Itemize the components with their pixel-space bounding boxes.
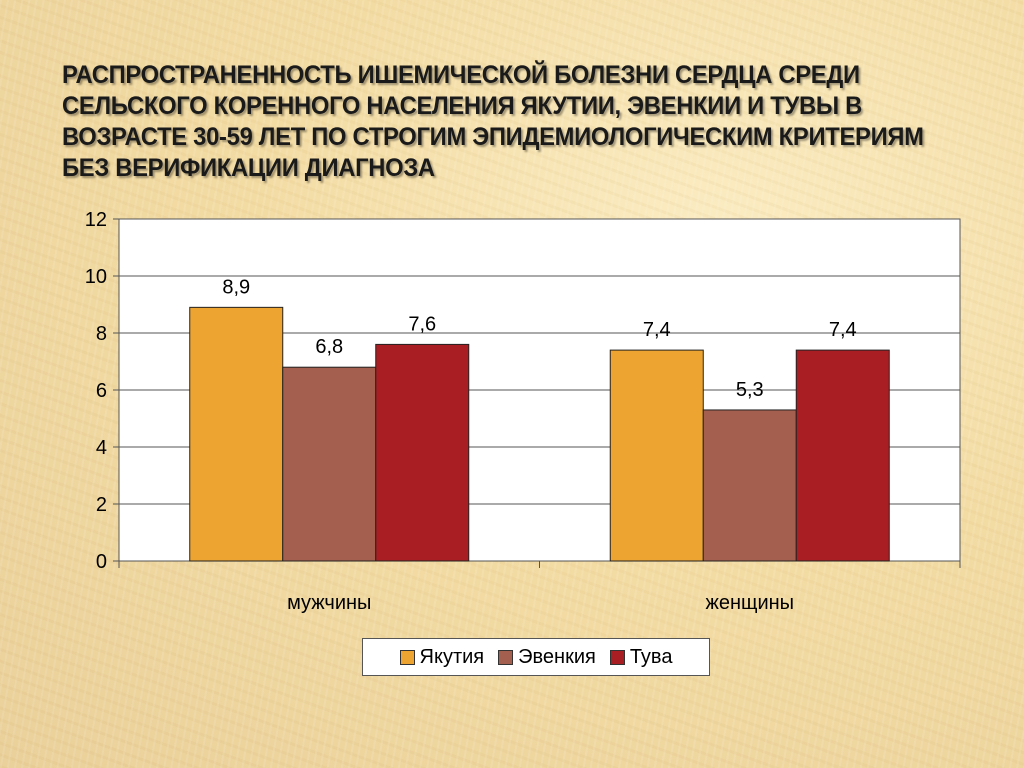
bar-0-1 [609, 349, 704, 562]
bar-2-0 [375, 343, 470, 562]
bar-0-0 [189, 306, 284, 562]
bar-2-1 [795, 349, 890, 562]
data-label-1-0: 6,8 [315, 336, 343, 358]
data-label-2-1: 7,4 [829, 319, 857, 341]
data-label-1-1: 5,3 [736, 379, 764, 401]
data-label-2-0: 7,6 [408, 313, 436, 335]
y-tick-label: 6 [96, 380, 107, 402]
category-label-0: мужчины [287, 592, 371, 614]
legend-label-yakutia: Якутия [419, 645, 485, 668]
bar-1-1 [702, 409, 797, 562]
y-tick-label: 2 [96, 494, 107, 516]
category-label-1: женщины [705, 592, 794, 614]
legend-label-tuva: Тува [629, 645, 673, 668]
bar-chart: 0 2 4 6 8 10 12 8,9 6,8 7,6 7,4 5,3 7,4 мужчины женщ… [85, 209, 961, 614]
bar-1-0 [282, 366, 377, 562]
y-tick-label: 8 [96, 323, 107, 345]
slide-title: Распространенность ишемической болезни с… [62, 61, 924, 182]
data-label-0-1: 7,4 [643, 319, 671, 341]
legend-swatch-tuva [609, 649, 625, 665]
legend-swatch-evenkia [498, 649, 514, 665]
legend-swatch-yakutia [399, 649, 415, 665]
data-label-0-0: 8,9 [222, 276, 250, 298]
legend-label-evenkia: Эвенкия [518, 645, 596, 668]
legend-item-evenkia: Эвенкия [498, 646, 596, 669]
y-tick-label: 10 [85, 266, 107, 288]
legend-item-yakutia: Якутия [399, 645, 485, 669]
category-labels: мужчины женщины [287, 592, 794, 614]
y-tick-label: 4 [96, 437, 107, 459]
y-tick-label: 12 [85, 209, 107, 231]
y-tick-label: 0 [96, 551, 107, 573]
legend-item-tuva: Тува [609, 645, 673, 669]
bars [189, 306, 890, 562]
legend: Якутия Эвенкия Тува [362, 638, 710, 676]
y-axis-tick-labels: 0 2 4 6 8 10 12 [85, 209, 107, 573]
data-labels: 8,9 6,8 7,6 7,4 5,3 7,4 [222, 276, 856, 401]
